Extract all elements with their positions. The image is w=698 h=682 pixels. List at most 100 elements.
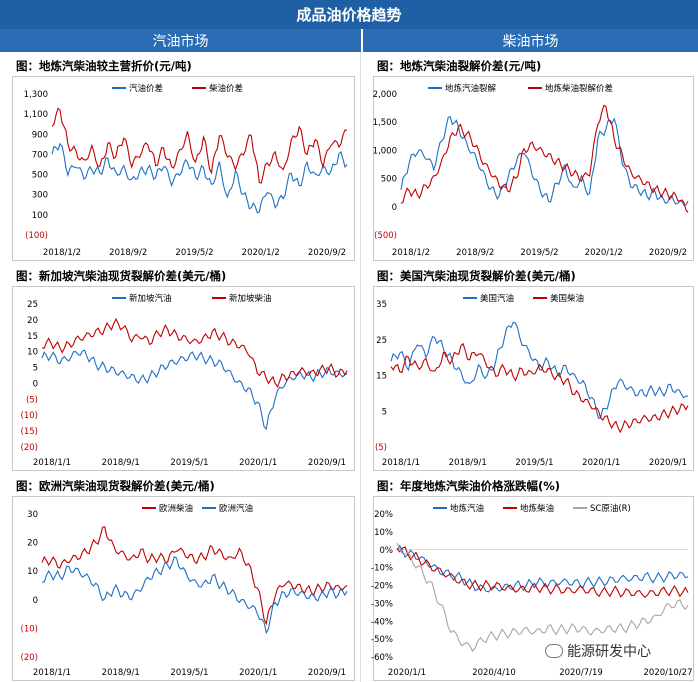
y-tick-label: -30% [371, 599, 393, 609]
y-tick-label: 0 [33, 379, 38, 389]
y-tick-label: 20% [374, 510, 393, 520]
x-tick-label: 2018/1/1 [33, 458, 71, 468]
chart-panel-c5: 图：欧洲汽柴油现货裂解价差(美元/桶) 30 20 10 0 (10) (20) 2018/1… [2, 476, 357, 681]
y-tick-label: 500 [32, 171, 48, 181]
y-tick-label: (10) [21, 624, 38, 634]
chart-svg: 20% 10% 0% -10% -20% -30% -40% -50% -60% 2020/1/1… [371, 503, 693, 678]
x-tick-label: 2018/9/1 [102, 668, 140, 678]
x-tick-label: 2020/7/19 [559, 668, 603, 678]
chart-title: 图：欧洲汽柴油现货裂解价差(美元/桶) [16, 479, 215, 493]
series-line-2 [41, 556, 348, 635]
series-line-1 [400, 116, 689, 206]
x-tick-label: 2018/9/1 [102, 458, 140, 468]
x-tick-label: 2019/5/1 [170, 458, 208, 468]
series-line-1 [396, 544, 689, 593]
chart-svg: 1,300 1,100 900 700 500 300 100 (100) 2018/1/2 20… [24, 83, 348, 258]
y-tick-label: 0 [33, 596, 38, 606]
legend-label: 地炼柴油 [520, 503, 554, 514]
y-tick-label: 10 [27, 567, 38, 577]
chart-title: 图：新加坡汽柴油现货裂解价差(美元/桶) [16, 269, 227, 283]
x-tick-label: 2020/1/1 [239, 458, 277, 468]
x-tick-label: 2019/5/2 [520, 248, 558, 258]
y-tick-label: 20 [27, 539, 38, 549]
x-tick-label: 2020/4/10 [472, 668, 516, 678]
y-tick-label: 10 [27, 348, 38, 358]
x-tick-label: 2020/9/1 [649, 458, 687, 468]
series-line-1 [390, 321, 688, 420]
x-tick-label: 2020/9/2 [308, 248, 346, 258]
x-tick-label: 2020/9/2 [649, 248, 687, 258]
chart-panel-c1: 图：地炼汽柴油较主营折价(元/吨) 1,300 1,100 900 700 500 300 1… [2, 56, 357, 261]
watermark-text: 能源研发中心 [567, 644, 651, 660]
y-tick-label: 15 [27, 332, 38, 342]
y-tick-label: (15) [21, 427, 38, 437]
series-line-1 [51, 142, 348, 214]
y-tick-label: (500) [374, 231, 397, 241]
chart-panel-c2: 图：地炼汽柴油裂解价差(元/吨) 2,000 1,500 1,000 500 0 (500)… [363, 56, 696, 261]
x-tick-label: 2019/5/1 [515, 458, 553, 468]
y-tick-label: 500 [381, 175, 397, 185]
x-tick-label: 2019/5/1 [170, 668, 208, 678]
y-tick-label: 5 [33, 364, 38, 374]
plot-area-border [373, 76, 694, 261]
y-tick-label: 25 [27, 300, 38, 310]
y-tick-label: (100) [25, 231, 48, 241]
y-tick-label: 900 [32, 130, 48, 140]
y-tick-label: -60% [371, 653, 393, 663]
x-tick-label: 2020/9/1 [308, 668, 346, 678]
y-tick-label: (10) [21, 411, 38, 421]
x-tick-label: 2020/1/2 [585, 248, 623, 258]
plot-area-border [373, 496, 694, 681]
series-line-2 [400, 104, 689, 213]
panel-separator [360, 52, 361, 682]
chart-svg: 35 25 15 5 (5) 2018/1/1 2018/9/1 2019/5/1 2020/1… [375, 293, 689, 468]
legend-label: 地炼柴油裂解价差 [545, 83, 613, 94]
x-tick-label: 2018/9/1 [449, 458, 487, 468]
legend-label: 地炼汽油裂解 [445, 83, 497, 94]
plot-area-border [12, 286, 355, 471]
y-tick-label: (5) [375, 443, 387, 453]
legend-label: SC原油(R) [590, 503, 631, 514]
column-divider [361, 29, 363, 52]
y-tick-label: -20% [371, 582, 393, 592]
y-tick-label: 0 [392, 203, 397, 213]
y-tick-label: 1,000 [373, 146, 397, 156]
x-tick-label: 2018/9/2 [109, 248, 147, 258]
x-tick-label: 2020/1/1 [582, 458, 620, 468]
section-header: 汽油市场 柴油市场 [0, 29, 698, 52]
chart-svg: 30 20 10 0 (10) (20) 2018/1/1 2018/9/1 2019/5/1 2… [21, 503, 348, 678]
chart-panel-c3: 图：新加坡汽柴油现货裂解价差(美元/桶) 25 20 15 10 5 0 (5) (10) (15… [2, 266, 357, 471]
y-tick-label: 700 [32, 150, 48, 160]
x-tick-label: 2018/1/1 [382, 458, 420, 468]
legend-label: 美国柴油 [550, 293, 584, 304]
x-tick-label: 2020/1/1 [239, 668, 277, 678]
page-title: 成品油价格趋势 [296, 6, 402, 24]
y-tick-label: 10% [374, 528, 393, 538]
chart-svg: 25 20 15 10 5 0 (5) (10) (15) (20) 2018/1/1 2018/9/… [21, 293, 348, 468]
series-line-2 [41, 317, 348, 388]
x-tick-label: 2018/1/2 [392, 248, 430, 258]
y-tick-label: (5) [26, 395, 38, 405]
x-tick-label: 2020/10/27 [644, 668, 693, 678]
series-line-3 [396, 542, 689, 652]
chart-title: 图：美国汽柴油现货裂解价差(美元/桶) [377, 269, 576, 283]
series-line-1 [41, 349, 348, 431]
x-tick-label: 2018/9/2 [456, 248, 494, 258]
series-line-1 [41, 526, 348, 626]
gasoline-market-heading: 汽油市场 [152, 33, 209, 50]
y-tick-label: 5 [382, 407, 387, 417]
series-line-2 [396, 546, 689, 599]
plot-area-border [373, 286, 694, 471]
watermark: 能源研发中心 [545, 641, 651, 661]
y-tick-label: -50% [371, 635, 393, 645]
chart-panel-c6: 图：年度地炼汽柴油价格涨跌幅(%) 20% 10% 0% -10% -20% -30% -40… [363, 476, 696, 681]
x-tick-label: 2020/1/2 [242, 248, 280, 258]
legend-label: 柴油价差 [209, 83, 243, 94]
x-tick-label: 2020/1/1 [388, 668, 426, 678]
x-tick-label: 2020/9/1 [308, 458, 346, 468]
legend-label: 美国汽油 [480, 293, 514, 304]
y-tick-label: 30 [27, 510, 38, 520]
y-tick-label: (20) [21, 653, 38, 663]
plot-area-border [12, 76, 355, 261]
y-tick-label: 25 [376, 336, 387, 346]
